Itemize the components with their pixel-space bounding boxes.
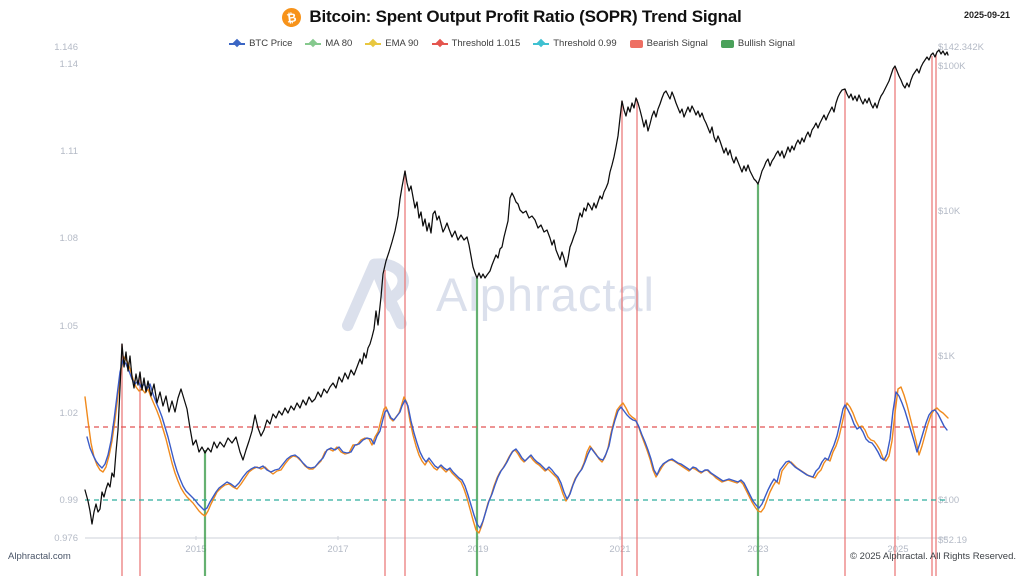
legend-line-icon (229, 42, 246, 45)
y-left-tick-label: 1.05 (60, 321, 79, 332)
series-sopr-ema-90 (84, 356, 949, 534)
y-left-tick-label: 0.976 (54, 533, 78, 544)
y-right-tick-label: $10K (938, 206, 961, 217)
x-tick-label: 2021 (609, 544, 630, 555)
legend-item-label: Bearish Signal (646, 38, 708, 49)
x-tick-label: 2017 (327, 544, 348, 555)
legend-item-threshold-0-99[interactable]: Threshold 0.99 (533, 38, 617, 49)
legend-item-ma-80[interactable]: MA 80 (305, 38, 352, 49)
y-left-tick-label: 1.146 (54, 42, 78, 53)
x-tick-label: 2025 (887, 544, 908, 555)
legend-swatch-icon (720, 39, 734, 48)
y-left-tick-label: 0.99 (60, 495, 79, 506)
legend-item-label: Threshold 0.99 (553, 38, 617, 49)
legend-line-icon (305, 42, 322, 45)
x-tick-label: 2015 (185, 544, 206, 555)
legend-item-label: BTC Price (249, 38, 293, 49)
y-right-tick-label: $100K (938, 61, 966, 72)
legend-item-label: Threshold 1.015 (451, 38, 521, 49)
y-left-tick-label: 1.14 (60, 59, 79, 70)
series-sopr-ma-btc-price-line-per-legend- (86, 359, 948, 529)
page-title: Bitcoin: Spent Output Profit Ratio (SOPR… (309, 7, 742, 26)
legend-item-bearish-signal[interactable]: Bearish Signal (629, 38, 708, 49)
chart-header: ₿ Bitcoin: Spent Output Profit Ratio (SO… (0, 6, 1024, 28)
legend-item-label: EMA 90 (385, 38, 419, 49)
y-right-tick-label: $142.342K (938, 42, 985, 53)
date-label: 2025-09-21 (963, 10, 1010, 20)
legend-item-threshold-1-015[interactable]: Threshold 1.015 (431, 38, 521, 49)
legend-item-label: MA 80 (325, 38, 353, 49)
legend-line-icon (431, 42, 448, 45)
y-right-tick-label: $52.19 (938, 535, 967, 546)
y-left-tick-label: 1.11 (60, 146, 78, 157)
y-right-tick-label: $1K (938, 351, 956, 362)
legend-swatch-icon (629, 39, 643, 48)
y-left-tick-label: 1.08 (60, 233, 79, 244)
legend-line-icon (365, 42, 382, 45)
footer-site-link[interactable]: Alphractal.com (8, 551, 71, 562)
legend-item-btc-price[interactable]: BTC Price (229, 38, 292, 49)
legend-line-icon (533, 42, 550, 45)
footer-copyright: © 2025 Alphractal. All Rights Reserved. (850, 551, 1016, 562)
legend-item-bullish-signal[interactable]: Bullish Signal (720, 38, 795, 49)
chart-legend: BTC Price MA 80 EMA 90 Threshold 1.015 Thres… (0, 38, 1024, 49)
y-right-tick-label: $100 (938, 495, 959, 506)
y-left-tick-label: 1.02 (60, 408, 79, 419)
legend-item-label: Bullish Signal (737, 38, 795, 49)
series-btc-price-black-right-log-axis- (84, 49, 949, 525)
legend-item-ema-90[interactable]: EMA 90 (365, 38, 419, 49)
